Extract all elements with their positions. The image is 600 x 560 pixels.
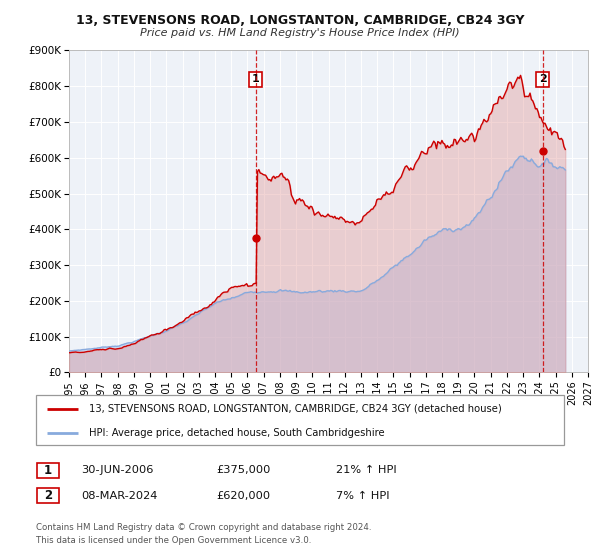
Text: 1: 1 — [251, 74, 259, 85]
Text: 30-JUN-2006: 30-JUN-2006 — [81, 465, 154, 475]
Text: 21% ↑ HPI: 21% ↑ HPI — [336, 465, 397, 475]
Text: 2: 2 — [44, 489, 52, 502]
Text: 08-MAR-2024: 08-MAR-2024 — [81, 491, 157, 501]
Text: £375,000: £375,000 — [216, 465, 271, 475]
Text: HPI: Average price, detached house, South Cambridgeshire: HPI: Average price, detached house, Sout… — [89, 428, 385, 437]
Text: 2: 2 — [539, 74, 547, 85]
Text: Contains HM Land Registry data © Crown copyright and database right 2024.: Contains HM Land Registry data © Crown c… — [36, 523, 371, 532]
Text: 7% ↑ HPI: 7% ↑ HPI — [336, 491, 389, 501]
Bar — [37, 488, 59, 503]
Text: 1: 1 — [44, 464, 52, 477]
Text: 13, STEVENSONS ROAD, LONGSTANTON, CAMBRIDGE, CB24 3GY: 13, STEVENSONS ROAD, LONGSTANTON, CAMBRI… — [76, 14, 524, 27]
Text: Price paid vs. HM Land Registry's House Price Index (HPI): Price paid vs. HM Land Registry's House … — [140, 28, 460, 38]
Text: 13, STEVENSONS ROAD, LONGSTANTON, CAMBRIDGE, CB24 3GY (detached house): 13, STEVENSONS ROAD, LONGSTANTON, CAMBRI… — [89, 404, 502, 414]
Text: This data is licensed under the Open Government Licence v3.0.: This data is licensed under the Open Gov… — [36, 536, 311, 545]
Text: £620,000: £620,000 — [216, 491, 270, 501]
Bar — [37, 463, 59, 478]
